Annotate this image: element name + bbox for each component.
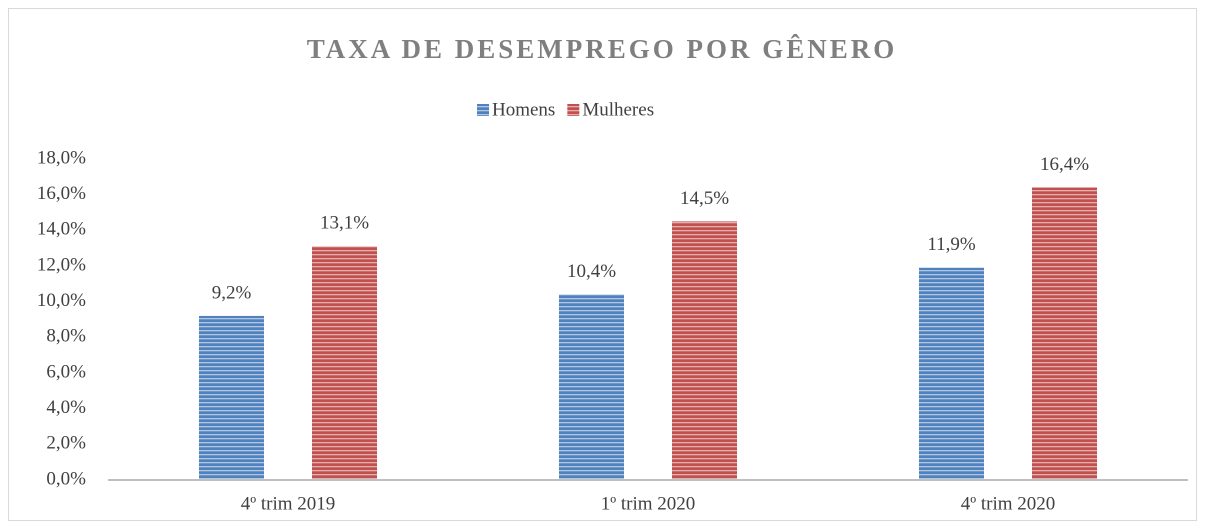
legend-label: Homens	[492, 99, 555, 120]
y-tick-label: 2,0%	[46, 433, 86, 454]
y-tick-label: 0,0%	[46, 468, 86, 489]
bar	[919, 267, 984, 480]
x-tick-label: 4º trim 2019	[241, 493, 336, 514]
y-tick-label: 10,0%	[37, 290, 86, 311]
y-tick-label: 4,0%	[46, 397, 86, 418]
y-tick-label: 16,0%	[37, 183, 86, 204]
bar	[312, 246, 377, 480]
x-tick-label: 1º trim 2020	[601, 493, 696, 514]
bar	[672, 221, 737, 480]
data-label: 14,5%	[680, 188, 729, 209]
y-tick-label: 18,0%	[37, 147, 86, 168]
y-tick-label: 14,0%	[37, 219, 86, 240]
y-tick-label: 8,0%	[46, 326, 86, 347]
data-label: 11,9%	[927, 234, 976, 255]
data-label: 16,4%	[1040, 154, 1089, 175]
bar	[1032, 187, 1097, 481]
legend-swatch	[477, 104, 489, 116]
legend-label: Mulheres	[582, 99, 654, 120]
y-tick-label: 12,0%	[37, 254, 86, 275]
data-label: 9,2%	[212, 282, 252, 303]
legend-swatch	[567, 104, 580, 116]
data-label: 10,4%	[567, 261, 616, 282]
y-tick-label: 6,0%	[46, 361, 86, 382]
chart-title: TAXA DE DESEMPREGO POR GÊNERO	[307, 34, 898, 64]
bar	[559, 294, 624, 480]
x-tick-label: 4º trim 2020	[961, 493, 1056, 514]
bar	[199, 315, 264, 480]
data-label: 13,1%	[320, 213, 369, 234]
